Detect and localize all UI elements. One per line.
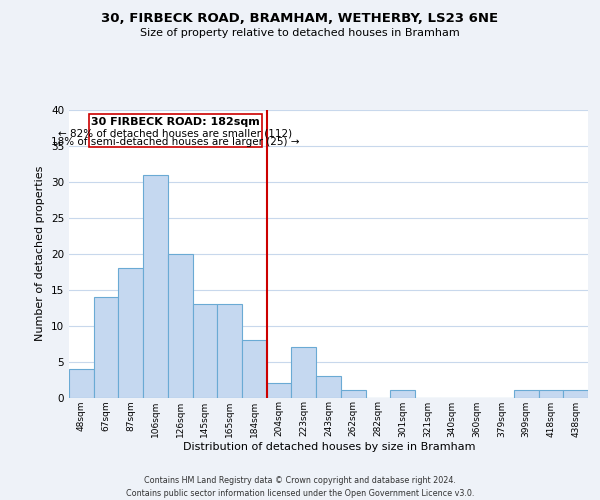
Bar <box>390 390 415 398</box>
Bar <box>316 376 341 398</box>
FancyBboxPatch shape <box>89 114 262 148</box>
Bar <box>143 174 168 398</box>
Text: Contains public sector information licensed under the Open Government Licence v3: Contains public sector information licen… <box>126 489 474 498</box>
Text: Distribution of detached houses by size in Bramham: Distribution of detached houses by size … <box>182 442 475 452</box>
Bar <box>118 268 143 398</box>
Text: Size of property relative to detached houses in Bramham: Size of property relative to detached ho… <box>140 28 460 38</box>
Bar <box>514 390 539 398</box>
Bar <box>168 254 193 398</box>
Bar <box>267 383 292 398</box>
Bar <box>292 347 316 398</box>
Bar <box>193 304 217 398</box>
Text: 18% of semi-detached houses are larger (25) →: 18% of semi-detached houses are larger (… <box>51 138 299 147</box>
Bar <box>69 369 94 398</box>
Text: 30 FIRBECK ROAD: 182sqm: 30 FIRBECK ROAD: 182sqm <box>91 117 260 127</box>
Text: Contains HM Land Registry data © Crown copyright and database right 2024.: Contains HM Land Registry data © Crown c… <box>144 476 456 485</box>
Text: ← 82% of detached houses are smaller (112): ← 82% of detached houses are smaller (11… <box>58 128 292 138</box>
Bar <box>341 390 365 398</box>
Text: 30, FIRBECK ROAD, BRAMHAM, WETHERBY, LS23 6NE: 30, FIRBECK ROAD, BRAMHAM, WETHERBY, LS2… <box>101 12 499 26</box>
Bar <box>217 304 242 398</box>
Bar <box>563 390 588 398</box>
Y-axis label: Number of detached properties: Number of detached properties <box>35 166 46 342</box>
Bar <box>539 390 563 398</box>
Bar <box>242 340 267 398</box>
Bar <box>94 297 118 398</box>
